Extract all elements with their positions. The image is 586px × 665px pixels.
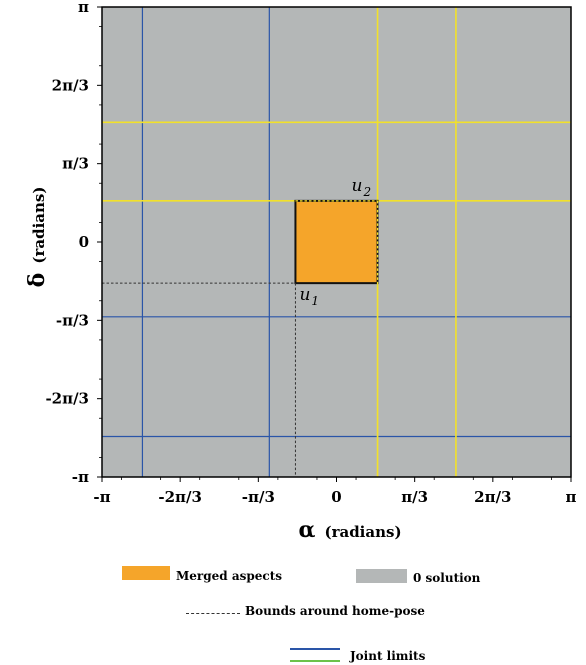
y-tick-label-1: 2π/3 — [52, 76, 89, 94]
point-label-u_2: u2 — [352, 176, 372, 199]
y-axis-unit: (radians) — [30, 187, 48, 264]
y-tick-label-2: π/3 — [62, 155, 89, 173]
merged-aspect-region — [294, 199, 379, 285]
x-axis-unit: (radians) — [324, 523, 401, 541]
y-axis-title: δ (radians) — [24, 187, 50, 288]
home-pose-bounds — [102, 200, 379, 477]
x-tick-label-5: 2π/3 — [474, 488, 511, 506]
limit-lines — [102, 7, 571, 477]
x-tick-label-6: π — [566, 488, 577, 506]
point-label-u_1: u1 — [299, 285, 319, 308]
y-axis-symbol: δ — [24, 273, 50, 288]
y-tick-label-6: -π — [72, 468, 89, 486]
point-label-subscript: 1 — [311, 294, 319, 308]
x-axis-symbol: α — [298, 517, 315, 543]
x-axis-title: α (radians) — [298, 517, 401, 543]
x-tick-label-4: π/3 — [401, 488, 428, 506]
y-tick-label-0: π — [78, 0, 89, 16]
point-label-base: u — [352, 176, 363, 196]
x-tick-label-1: -2π/3 — [158, 488, 202, 506]
point-label-subscript: 2 — [363, 185, 372, 199]
y-tick-label-5: -2π/3 — [45, 390, 89, 408]
point-label-base: u — [299, 285, 310, 305]
x-tick-label-3: 0 — [331, 488, 341, 506]
axis-ticks: -π -2π/3 -π/3 0 π/3 2π/3 π π 2π/3 π/3 0 -π/3 -2π/3 -π — [45, 0, 576, 506]
y-tick-label-3: 0 — [79, 233, 89, 251]
y-tick-label-4: -π/3 — [56, 311, 89, 329]
x-tick-label-2: -π/3 — [242, 488, 275, 506]
x-tick-label-0: -π — [93, 488, 110, 506]
